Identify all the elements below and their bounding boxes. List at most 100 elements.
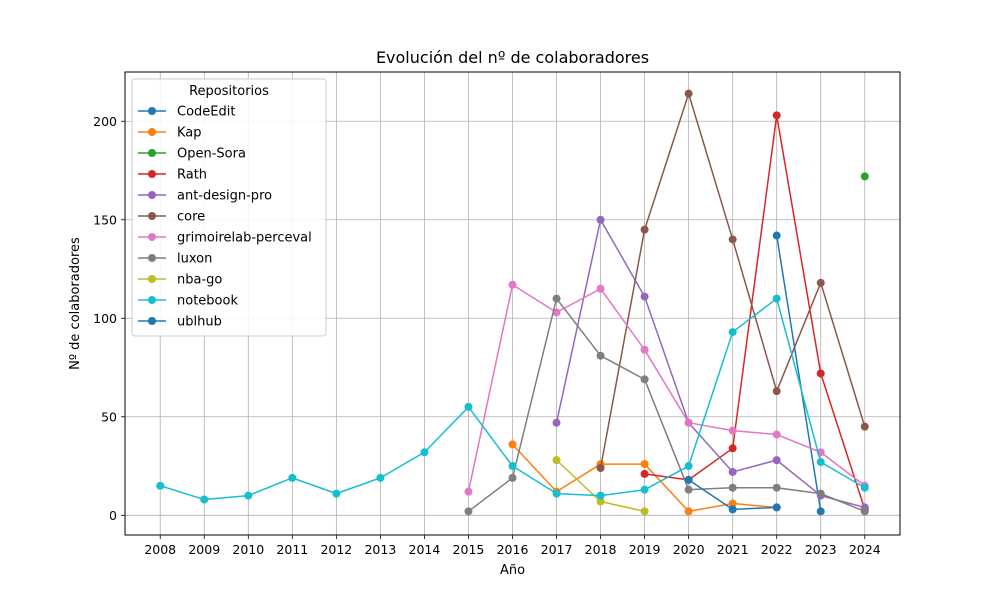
legend-label: Rath (177, 168, 207, 183)
series-ant-design-pro (552, 215, 869, 512)
data-point (596, 284, 605, 293)
data-point (552, 489, 561, 498)
data-point (772, 294, 781, 303)
legend-item: notebook (138, 294, 238, 309)
data-point (552, 308, 561, 317)
data-point (816, 278, 825, 287)
x-tick-label: 2011 (276, 542, 308, 557)
data-point (420, 448, 429, 457)
x-tick-label: 2022 (761, 542, 793, 557)
data-point (200, 495, 209, 504)
data-point (640, 225, 649, 234)
legend-marker (148, 107, 156, 115)
legend-marker (148, 254, 156, 262)
legend-marker (148, 170, 156, 178)
series-core (596, 89, 869, 473)
data-point (156, 481, 165, 490)
legend-marker (148, 128, 156, 136)
data-point (508, 440, 517, 449)
axes: 2008 2009 2010 2011 2012 2013 2014 2015 2016 2017… (93, 114, 881, 557)
data-point (772, 387, 781, 396)
legend-marker (148, 191, 156, 199)
data-point (728, 235, 737, 244)
legend-item: nba-go (138, 273, 222, 288)
legend-label: nba-go (177, 273, 222, 288)
data-point (464, 507, 473, 516)
data-point (684, 418, 693, 427)
x-tick-label: 2010 (232, 542, 264, 557)
data-point (552, 294, 561, 303)
legend-marker (148, 275, 156, 283)
legend-item: Rath (138, 168, 207, 183)
data-point (860, 172, 869, 181)
x-tick-label: 2021 (717, 542, 749, 557)
x-tick-label: 2020 (673, 542, 705, 557)
data-point (596, 351, 605, 360)
legend-label: ant-design-pro (177, 189, 272, 204)
data-point (772, 483, 781, 492)
data-point (244, 491, 253, 500)
x-tick-label: 2008 (144, 542, 176, 557)
data-point (640, 375, 649, 384)
data-point (860, 507, 869, 516)
data-point (684, 462, 693, 471)
data-point (508, 280, 517, 289)
legend-label: luxon (177, 252, 212, 267)
data-point (596, 464, 605, 473)
data-point (640, 292, 649, 301)
x-tick-label: 2009 (188, 542, 220, 557)
data-point (728, 328, 737, 337)
x-tick-label: 2014 (409, 542, 441, 557)
y-tick-label: 0 (109, 508, 117, 523)
legend-item: Open-Sora (138, 147, 246, 162)
data-point (508, 473, 517, 482)
series-lines (156, 89, 869, 516)
legend-title: Repositorios (189, 84, 269, 99)
x-tick-label: 2019 (629, 542, 661, 557)
x-tick-label: 2018 (585, 542, 617, 557)
data-point (728, 426, 737, 435)
legend-item: Kap (138, 126, 202, 141)
data-point (376, 473, 385, 482)
chart-title: Evolución del nº de colaboradores (376, 48, 649, 67)
legend-label: ublhub (177, 315, 222, 330)
data-point (640, 469, 649, 478)
x-tick-label: 2024 (849, 542, 881, 557)
legend-marker (148, 296, 156, 304)
series-line (467, 284, 866, 492)
data-point (684, 89, 693, 98)
legend-item: grimoirelab-perceval (138, 231, 312, 246)
data-point (464, 487, 473, 496)
legend-label: core (177, 210, 205, 225)
data-point (728, 483, 737, 492)
data-point (816, 489, 825, 498)
data-point (816, 507, 825, 516)
series-luxon (464, 294, 869, 516)
legend-label: grimoirelab-perceval (177, 231, 312, 246)
data-point (728, 505, 737, 514)
y-axis-label: Nº de colaboradores (68, 237, 83, 370)
data-point (772, 231, 781, 240)
data-point (728, 467, 737, 476)
data-point (332, 489, 341, 498)
data-point (772, 111, 781, 120)
legend-item: ublhub (138, 315, 222, 330)
legend-marker (148, 212, 156, 220)
data-point (552, 418, 561, 427)
legend-item: CodeEdit (138, 105, 235, 120)
data-point (552, 456, 561, 465)
legend-marker (148, 233, 156, 241)
data-point (860, 422, 869, 431)
legend: Repositorios CodeEdit Kap Open-Sora Rath ant-… (131, 78, 327, 337)
data-point (464, 402, 473, 411)
series-line (644, 114, 866, 510)
data-point (860, 483, 869, 492)
series-notebook (156, 294, 869, 504)
grid (125, 72, 900, 535)
data-point (640, 345, 649, 354)
legend-item: core (138, 210, 205, 225)
data-point (684, 507, 693, 516)
data-point (596, 491, 605, 500)
data-point (816, 458, 825, 467)
